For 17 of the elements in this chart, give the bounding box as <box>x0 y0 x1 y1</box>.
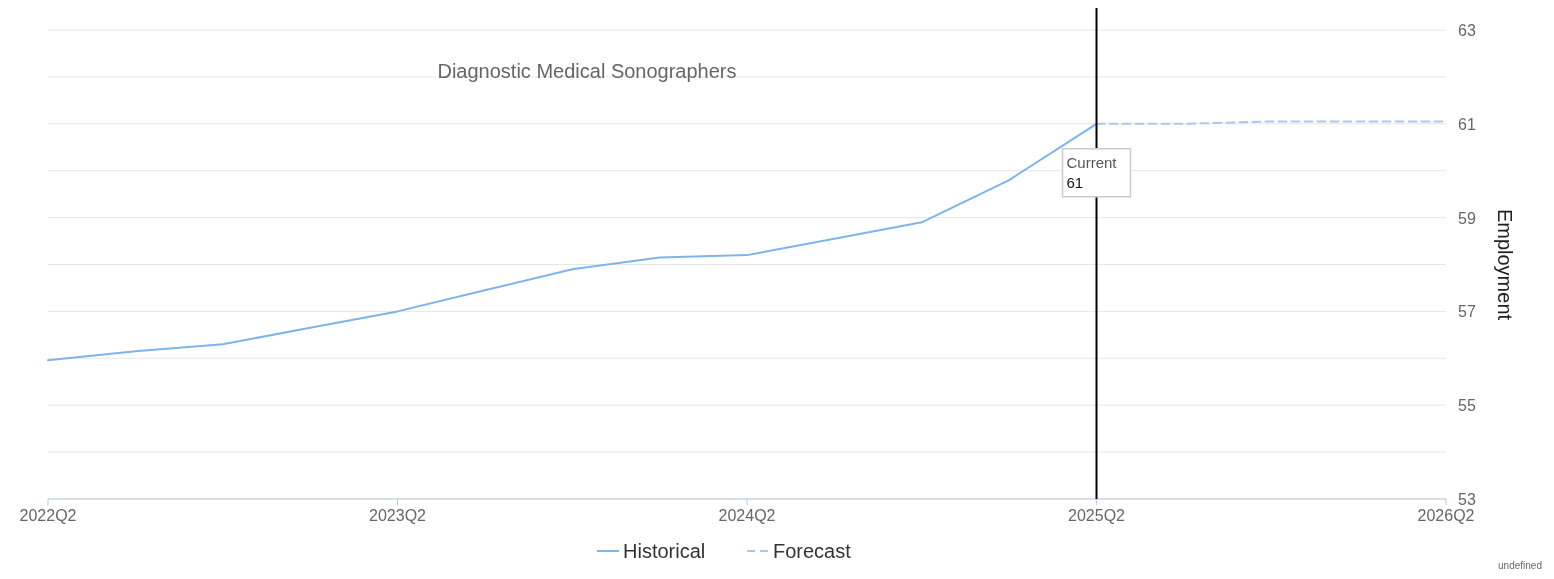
y-tick-label: 61 <box>1458 115 1476 133</box>
text: undefined <box>1498 560 1542 571</box>
y-tick-label: 63 <box>1458 22 1476 39</box>
y-tick-label: 55 <box>1458 397 1476 415</box>
y-axis-title: Employment <box>1494 208 1516 321</box>
y-tick-label: 57 <box>1458 303 1476 321</box>
annotation: Current 61 <box>1066 153 1118 191</box>
legend-label: Forecast <box>773 540 852 562</box>
x-tick-label: 2023Q2 <box>369 507 427 524</box>
text: Diagnostic Medical Sonographers <box>437 60 737 82</box>
x-tick-label: 2025Q2 <box>1068 507 1126 524</box>
y-tick-label: 53 <box>1458 491 1476 508</box>
x-tick-label: 2024Q2 <box>718 507 776 524</box>
legend-label: Historical <box>623 540 706 562</box>
x-tick-label: 2022Q2 <box>19 507 77 524</box>
x-tick-label: 2026Q2 <box>1417 507 1475 524</box>
y-tick-label: 59 <box>1458 209 1476 227</box>
